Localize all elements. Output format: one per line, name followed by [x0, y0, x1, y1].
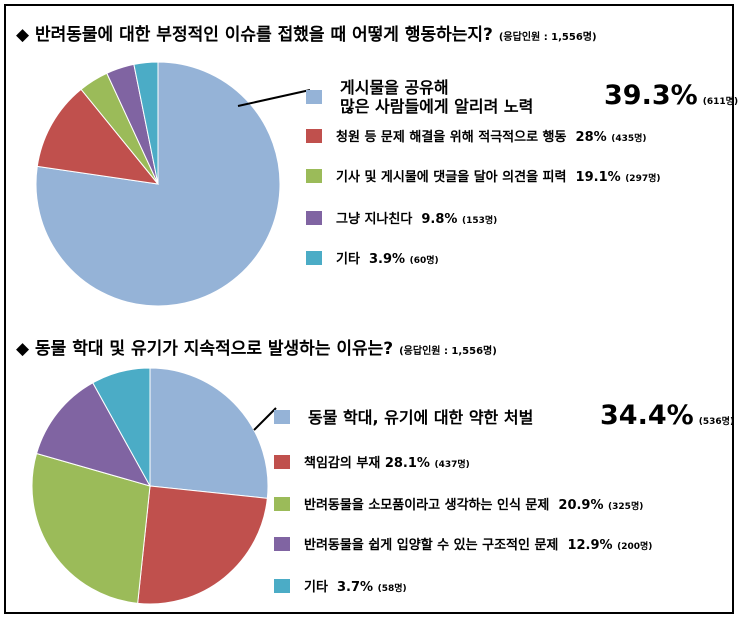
data-label-count: (536명): [698, 417, 735, 427]
data-label-pct: 39.3%: [604, 80, 698, 111]
chart-1-pie: [35, 61, 281, 307]
chart-1-subtitle: (응답인원 : 1,556명): [498, 32, 597, 43]
legend-value: 34.4% (536명): [600, 400, 734, 431]
data-label-count: (60명): [409, 256, 439, 266]
data-label-count: (153명): [461, 216, 498, 226]
chart-2-title: ◆ 동물 학대 및 유기가 지속적으로 발생하는 이유는? (응답인원 : 1,…: [16, 334, 497, 359]
chart-1-title-text: ◆ 반려동물에 대한 부정적인 이슈를 접했을 때 어떻게 행동하는지?: [16, 25, 493, 45]
chart-2-pie: [31, 367, 269, 605]
legend-swatch: [306, 211, 322, 225]
legend-swatch: [274, 579, 290, 593]
legend-swatch: [306, 90, 322, 104]
data-label-pct: 3.9%: [368, 252, 406, 267]
pie-slice: [137, 485, 268, 605]
legend-label: 동물 학대, 유기에 대한 약한 처벌: [308, 408, 534, 427]
legend-value: 39.3% (611명): [604, 80, 738, 111]
legend-label: 책임감의 부재 28.1% (437명): [304, 456, 470, 471]
pie-slice: [133, 61, 159, 185]
legend-label: 기사 및 게시물에 댓글을 달아 의견을 피력 19.1% (297명): [336, 170, 661, 185]
data-label-pct: 9.8%: [421, 212, 458, 227]
data-label-count: (297명): [625, 174, 661, 184]
pie-slice: [36, 88, 160, 185]
data-label-count: (58명): [377, 584, 407, 594]
legend-label: 반려동물을 소모품이라고 생각하는 인식 문제 20.9% (325명): [304, 498, 644, 513]
data-label-pct: 3.7%: [336, 580, 374, 595]
chart-1-leader-line: [237, 89, 311, 107]
chart-1-title: ◆ 반려동물에 대한 부정적인 이슈를 접했을 때 어떻게 행동하는지? (응답…: [16, 20, 597, 45]
legend-label-line-1: 게시물을 공유해: [340, 78, 449, 97]
data-label-count: (200명): [617, 542, 653, 552]
data-label-pct: 28.1%: [384, 456, 430, 471]
chart-2-title-text: ◆ 동물 학대 및 유기가 지속적으로 발생하는 이유는?: [16, 339, 394, 359]
legend-swatch: [306, 129, 322, 143]
legend-swatch: [274, 455, 290, 469]
chart-2-leader-line: [253, 407, 277, 431]
data-label-count: (325명): [608, 502, 644, 512]
chart-1-section: ◆ 반려동물에 대한 부정적인 이슈를 접했을 때 어떻게 행동하는지? (응답…: [6, 6, 738, 307]
data-label-count: (435명): [611, 134, 647, 144]
legend-swatch: [274, 410, 290, 424]
data-label-pct: 19.1%: [575, 170, 621, 185]
data-label-pct: 12.9%: [567, 538, 613, 553]
legend-swatch: [274, 497, 290, 511]
legend-swatch: [306, 169, 322, 183]
pie-slice: [92, 367, 151, 488]
legend-label-line-2: 많은 사람들에게 알리려 노력: [340, 97, 534, 116]
legend-label: 반려동물을 쉽게 입양할 수 있는 구조적인 문제 12.9% (200명): [304, 538, 653, 553]
legend-swatch: [274, 537, 290, 551]
legend-label: 게시물을 공유해 많은 사람들에게 알리려 노력: [340, 78, 533, 116]
legend-swatch: [306, 251, 322, 265]
pie-slice: [35, 382, 152, 487]
pie-slice: [31, 452, 151, 604]
pie-slice: [149, 367, 269, 499]
chart-2-section: ◆ 동물 학대 및 유기가 지속적으로 발생하는 이유는? (응답인원 : 1,…: [6, 324, 734, 614]
chart-2-subtitle: (응답인원 : 1,556명): [399, 346, 497, 357]
data-label-count: (611명): [702, 97, 739, 107]
legend-label: 기타 3.7% (58명): [304, 580, 407, 595]
figure-frame: ◆ 반려동물에 대한 부정적인 이슈를 접했을 때 어떻게 행동하는지? (응답…: [4, 4, 738, 614]
legend-label: 기타 3.9% (60명): [336, 252, 439, 267]
data-label-pct: 28%: [575, 130, 607, 145]
data-label-count: (437명): [434, 460, 470, 470]
legend-label: 청원 등 문제 해결을 위해 적극적으로 행동 28% (435명): [336, 130, 647, 145]
legend-label: 그냥 지나친다 9.8% (153명): [336, 212, 498, 227]
data-label-pct: 34.4%: [600, 400, 694, 431]
data-label-pct: 20.9%: [558, 498, 604, 513]
